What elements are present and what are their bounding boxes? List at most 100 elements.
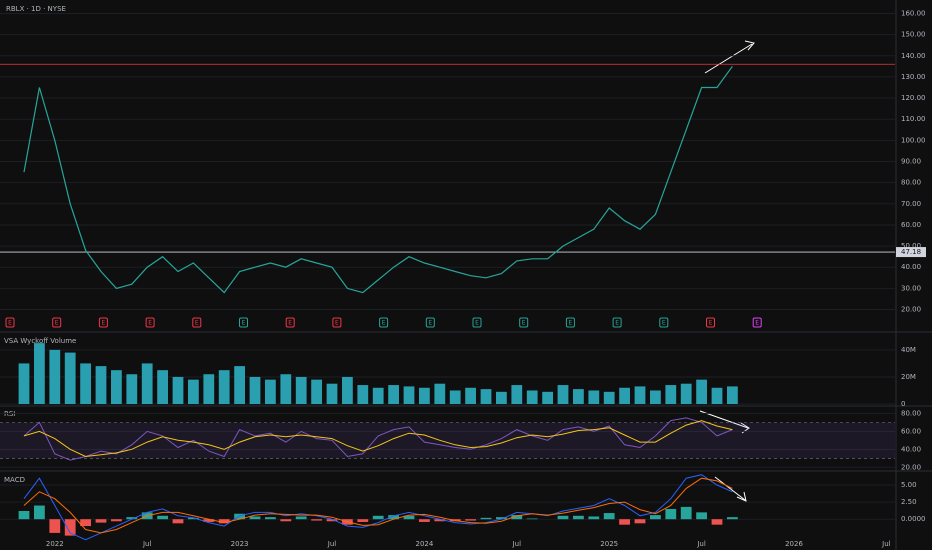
earnings-marker <box>285 317 295 328</box>
histogram-bar <box>434 519 446 522</box>
histogram-bar <box>511 515 523 520</box>
y-tick-label: 40.00 <box>901 263 921 271</box>
histogram-bar <box>111 519 122 522</box>
histogram-bar <box>218 519 230 524</box>
x-tick-label: 2023 <box>231 540 249 548</box>
earnings-label: E <box>55 320 59 327</box>
histogram-bar <box>711 519 723 525</box>
earnings-marker <box>472 317 482 328</box>
earnings-marker <box>659 317 669 328</box>
x-tick-label: 2026 <box>785 540 803 548</box>
bar <box>634 386 646 404</box>
earnings-marker <box>752 317 762 328</box>
price-label-box <box>896 247 926 258</box>
histogram-bar <box>603 513 615 520</box>
y-tick-label: 30.00 <box>901 284 921 292</box>
histogram-bar <box>557 515 569 520</box>
y-tick-label: 40M <box>901 346 916 354</box>
bar <box>342 376 353 404</box>
histogram-bar <box>34 505 45 520</box>
bar <box>95 366 107 404</box>
earnings-label: E <box>382 320 386 327</box>
x-tick-label: 2025 <box>600 540 618 548</box>
y-tick-label: 90.00 <box>901 158 921 166</box>
y-tick-label: 60.00 <box>901 221 921 229</box>
bar <box>295 376 307 404</box>
data-line <box>23 420 733 458</box>
histogram-bar <box>280 519 292 522</box>
earnings-marker <box>52 317 62 328</box>
trend-arrow <box>714 476 747 502</box>
y-tick-label: 20.00 <box>901 306 921 314</box>
earnings-label: E <box>569 320 573 327</box>
y-tick-label: 0.0000 <box>901 515 926 523</box>
data-line <box>23 417 733 461</box>
y-tick-label: 2.50 <box>901 498 917 506</box>
bar <box>157 370 168 404</box>
bar <box>711 387 723 404</box>
histogram-bar <box>619 519 630 525</box>
histogram-bar <box>188 517 199 520</box>
y-tick-label: 70.00 <box>901 200 921 208</box>
histogram-bar <box>295 516 307 520</box>
histogram-bar <box>49 519 61 533</box>
histogram-bar <box>126 517 138 520</box>
bar <box>665 385 677 404</box>
bar <box>111 370 122 404</box>
bar <box>34 343 45 404</box>
x-tick-label: 2022 <box>46 540 64 548</box>
x-tick-label: Jul <box>881 540 891 548</box>
earnings-marker <box>706 317 715 328</box>
bar <box>311 379 322 404</box>
bar <box>372 387 384 404</box>
histogram-bar <box>403 515 415 520</box>
earnings-marker <box>519 317 529 328</box>
bar <box>526 390 538 404</box>
y-tick-label: 110.00 <box>901 115 926 123</box>
data-line <box>23 65 733 294</box>
earnings-marker <box>332 317 342 328</box>
histogram-bar <box>727 517 738 520</box>
bar <box>696 379 707 404</box>
earnings-label: E <box>288 320 292 327</box>
earnings-label: E <box>242 320 246 327</box>
earnings-marker <box>98 317 108 328</box>
histogram-bar <box>650 515 661 520</box>
bar <box>588 390 600 404</box>
rsi-band <box>0 422 895 459</box>
earnings-marker <box>379 317 389 328</box>
histogram-bar <box>311 519 322 521</box>
x-tick-label: Jul <box>327 540 337 548</box>
earnings-marker <box>145 317 155 328</box>
x-tick-label: Jul <box>142 540 152 548</box>
y-tick-label: 80.00 <box>901 409 921 417</box>
x-tick-label: Jul <box>696 540 706 548</box>
y-tick-label: 100.00 <box>901 136 926 144</box>
bar <box>80 363 91 404</box>
bar <box>249 376 261 404</box>
x-tick-label: 2024 <box>415 540 433 548</box>
bar <box>650 390 661 404</box>
y-tick-label: 20M <box>901 373 916 381</box>
x-tick-label: Jul <box>512 540 522 548</box>
y-tick-label: 160.00 <box>901 9 926 17</box>
panel-title: RSI <box>4 410 15 418</box>
y-tick-label: 20.00 <box>901 463 921 471</box>
chart-title: RBLX · 1D · NYSE <box>6 5 66 13</box>
histogram-bar <box>496 517 507 520</box>
histogram-bar <box>680 506 692 520</box>
histogram-bar <box>372 515 384 520</box>
bar <box>603 391 615 404</box>
histogram-bar <box>80 519 91 527</box>
earnings-marker <box>5 317 15 328</box>
histogram-bar <box>172 519 184 524</box>
bar <box>434 383 446 404</box>
bar <box>388 385 399 404</box>
histogram-bar <box>696 512 707 520</box>
y-tick-label: 60.00 <box>901 427 921 435</box>
histogram-bar <box>265 517 276 520</box>
earnings-marker <box>565 317 575 328</box>
earnings-marker <box>612 317 622 328</box>
earnings-label: E <box>148 320 152 327</box>
histogram-bar <box>18 511 30 520</box>
